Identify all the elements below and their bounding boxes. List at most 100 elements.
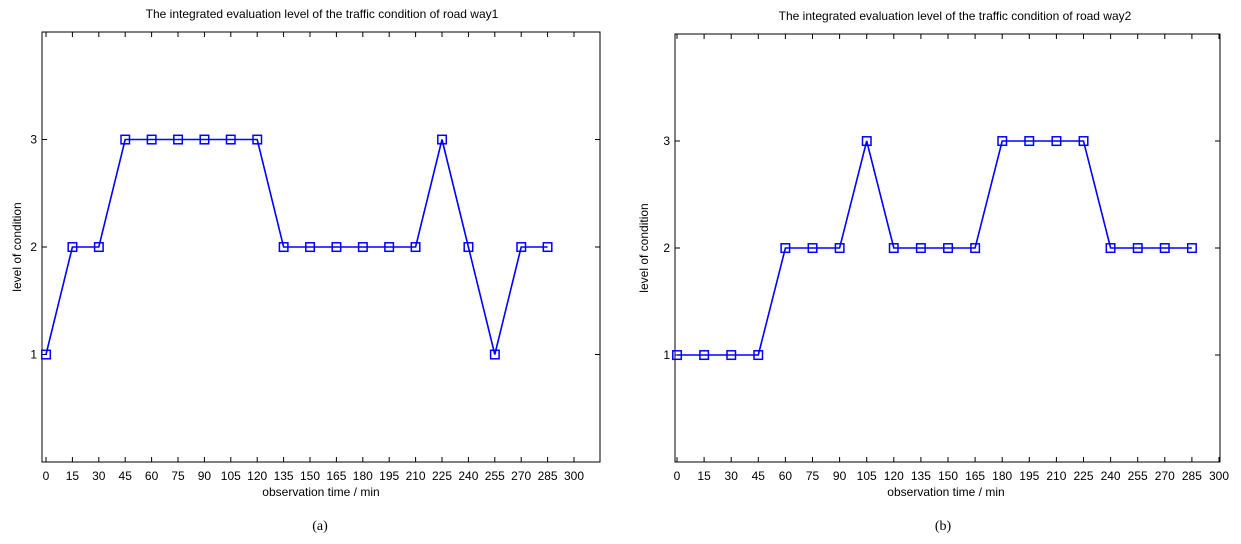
data-point [1051,136,1062,147]
data-point [410,242,421,253]
x-tick-label: 15 [66,469,80,483]
series-markers [41,134,553,360]
data-point [1186,243,1197,254]
x-tick-label: 270 [1155,469,1175,483]
x-tick-label: 270 [511,469,531,483]
y-tick-label: 1 [30,348,37,362]
x-tick-label: 300 [564,469,584,483]
x-tick-label: 150 [300,469,320,483]
chart-title: The integrated evaluation level of the t… [146,7,499,21]
y-tick-label: 2 [30,240,37,254]
series-markers [672,136,1197,361]
y-tick-label: 1 [663,348,670,362]
data-point [1105,243,1116,254]
data-point [726,350,737,361]
data-point [915,243,926,254]
x-tick-label: 165 [326,469,346,483]
data-point [41,349,52,360]
x-tick-label: 75 [171,469,185,483]
data-point [699,350,710,361]
data-point [753,350,764,361]
data-point [807,243,818,254]
chart-road-way-1: The integrated evaluation level of the t… [10,7,601,534]
data-point [384,242,395,253]
x-axis-label: observation time / min [887,485,1004,499]
data-point [93,242,104,253]
data-point [173,134,184,145]
y-tick-label: 2 [663,241,670,255]
x-tick-label: 90 [198,469,212,483]
data-point [489,349,500,360]
data-point [463,242,474,253]
x-tick-label: 30 [725,469,739,483]
x-tick-label: 165 [965,469,985,483]
data-point [199,134,210,145]
x-tick-label: 105 [857,469,877,483]
chart-road-way-2: The integrated evaluation level of the t… [637,9,1229,534]
x-tick-label: 45 [119,469,133,483]
x-tick-label: 135 [274,469,294,483]
data-point [305,242,316,253]
x-tick-label: 285 [538,469,558,483]
x-tick-label: 135 [911,469,931,483]
data-point [225,134,236,145]
data-point [888,243,899,254]
x-tick-label: 210 [406,469,426,483]
data-point [861,136,872,147]
y-tick-labels: 1 2 3 [663,134,670,362]
x-tick-label: 180 [353,469,373,483]
data-point [672,350,683,361]
data-point [331,242,342,253]
data-point [943,243,954,254]
data-point [437,134,448,145]
x-tick-label: 0 [674,469,681,483]
x-tick-label: 60 [145,469,159,483]
x-tick-label: 150 [938,469,958,483]
x-tick-label: 240 [458,469,478,483]
x-tick-labels: 0 15 30 45 60 75 90 105 120 135 150 165 180 195 210 225… [43,469,585,483]
data-point [542,242,553,253]
data-point [834,243,845,254]
x-tick-label: 45 [752,469,766,483]
x-axis-label: observation time / min [262,485,379,499]
x-tick-label: 105 [221,469,241,483]
x-tick-label: 210 [1046,469,1066,483]
data-point [1024,136,1035,147]
x-tick-labels: 0 15 30 45 60 75 90 105 120 135 150 165 180 195 210 225… [674,469,1230,483]
x-tick-label: 30 [92,469,106,483]
chart-title: The integrated evaluation level of the t… [779,9,1132,23]
y-axis-label: level of condition [10,202,24,291]
x-tick-label: 195 [379,469,399,483]
x-tick-label: 255 [1128,469,1148,483]
data-point [1078,136,1089,147]
x-tick-label: 240 [1101,469,1121,483]
series-line [677,140,1192,356]
x-tick-label: 195 [1019,469,1039,483]
caption: (b) [935,519,952,534]
data-point [278,242,289,253]
data-point [120,134,131,145]
data-point [1132,243,1143,254]
y-axis-label: level of condition [637,203,651,292]
caption: (a) [312,519,328,534]
y-tick-labels: 1 2 3 [30,133,37,362]
x-tick-label: 300 [1209,469,1229,483]
x-tick-label: 90 [833,469,847,483]
x-tick-label: 180 [992,469,1012,483]
data-point [997,136,1008,147]
x-tick-label: 15 [697,469,711,483]
data-point [516,242,527,253]
x-tick-label: 255 [485,469,505,483]
y-tick-label: 3 [663,134,670,148]
x-tick-label: 120 [247,469,267,483]
data-point [252,134,263,145]
x-tick-label: 285 [1182,469,1202,483]
x-tick-label: 225 [1073,469,1093,483]
x-tick-label: 0 [43,469,50,483]
x-tick-label: 60 [779,469,793,483]
x-tick-label: 120 [884,469,904,483]
data-point [146,134,157,145]
data-point [970,243,981,254]
data-point [780,243,791,254]
